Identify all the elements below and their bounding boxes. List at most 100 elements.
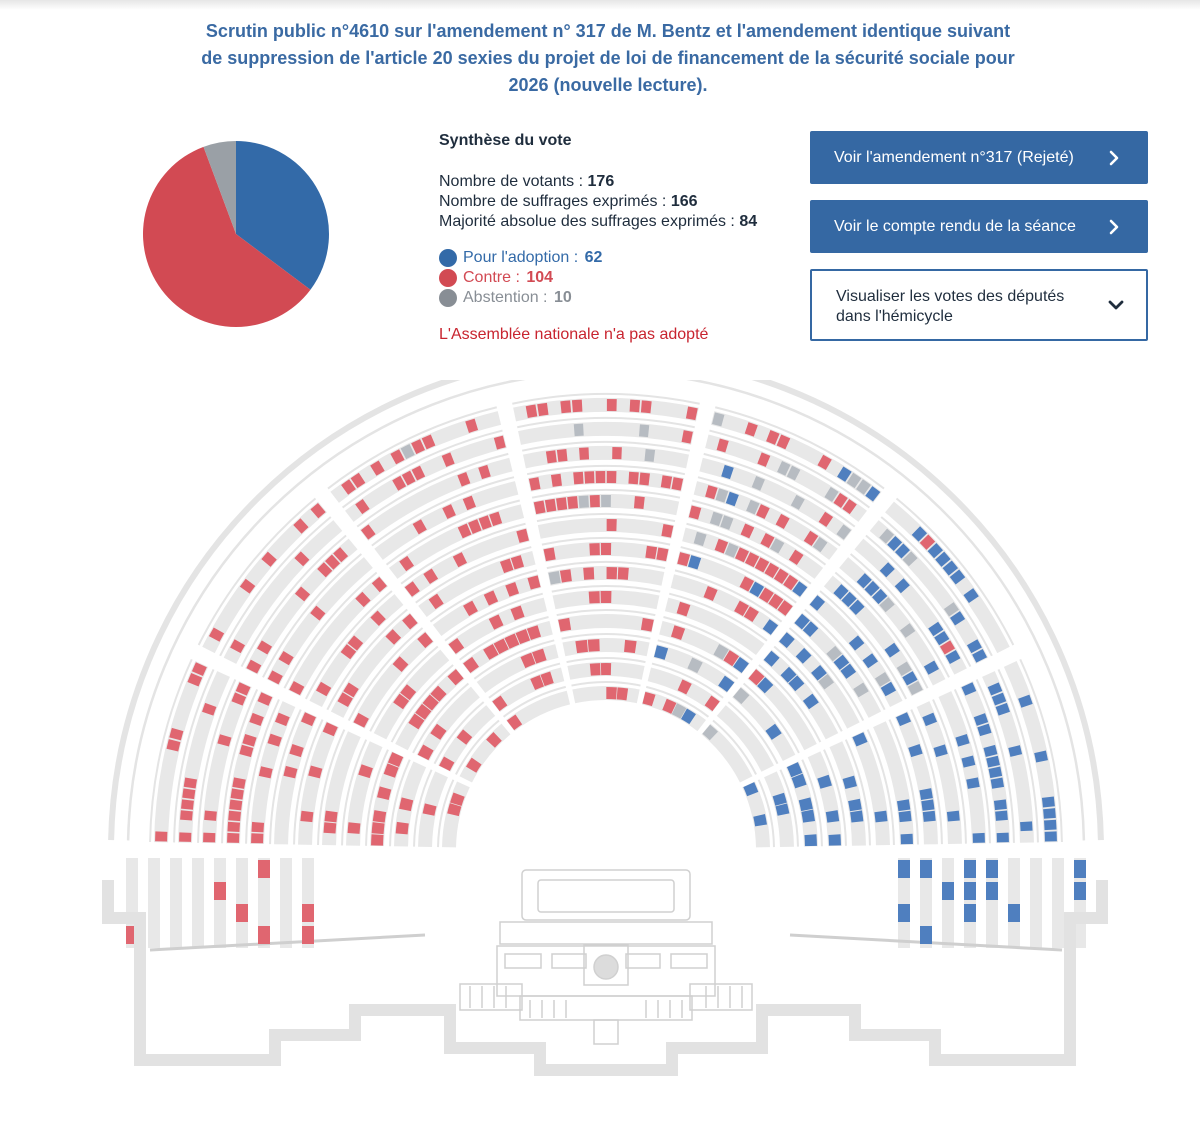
seat bbox=[617, 567, 629, 580]
seat bbox=[239, 578, 256, 594]
seat bbox=[922, 712, 938, 727]
row-rail bbox=[304, 590, 393, 700]
seat bbox=[371, 834, 384, 846]
seat bbox=[383, 763, 399, 778]
seat bbox=[559, 569, 572, 583]
seat bbox=[894, 578, 910, 594]
voir-amendement-button[interactable]: Voir l'amendement n°317 (Rejeté) bbox=[810, 131, 1148, 184]
row-rail bbox=[444, 592, 543, 642]
seat bbox=[239, 744, 254, 758]
seat bbox=[1044, 819, 1057, 831]
side-bench bbox=[214, 858, 226, 948]
row-rail bbox=[556, 609, 656, 617]
seat bbox=[430, 723, 447, 740]
row-rail bbox=[433, 701, 485, 765]
seat bbox=[525, 404, 538, 419]
row-rail bbox=[834, 571, 929, 689]
votants-value: 176 bbox=[587, 173, 615, 190]
seat bbox=[966, 777, 980, 789]
seat bbox=[749, 581, 765, 598]
seat-row bbox=[742, 781, 770, 848]
seat bbox=[370, 610, 386, 626]
seat-row bbox=[250, 701, 296, 845]
row-rail bbox=[779, 769, 799, 847]
row-rail bbox=[758, 664, 822, 743]
seat bbox=[181, 799, 194, 810]
seat bbox=[995, 702, 1010, 716]
majorite-line: Majorité absolue des suffrages exprimés … bbox=[439, 212, 799, 232]
seat bbox=[902, 551, 918, 567]
seat bbox=[850, 810, 864, 823]
seat bbox=[267, 670, 283, 685]
seat bbox=[715, 488, 729, 503]
seat bbox=[740, 523, 755, 539]
seat-row bbox=[572, 686, 640, 704]
seat-row bbox=[547, 566, 665, 586]
seat bbox=[780, 666, 797, 683]
seat bbox=[417, 744, 434, 761]
seat bbox=[579, 447, 590, 460]
seat bbox=[506, 714, 523, 731]
seat bbox=[600, 663, 612, 676]
seat bbox=[790, 494, 805, 510]
seat bbox=[499, 558, 514, 574]
seat bbox=[400, 444, 415, 460]
seat bbox=[606, 471, 617, 484]
seat bbox=[558, 617, 572, 632]
seat bbox=[371, 822, 385, 835]
seat bbox=[638, 424, 650, 438]
seat bbox=[606, 687, 617, 700]
seat bbox=[973, 713, 989, 726]
hemicycle-dropdown-toggle[interactable]: Visualiser les votes des députés dans l'… bbox=[810, 269, 1148, 341]
seat bbox=[934, 630, 950, 646]
row-rail bbox=[880, 516, 993, 657]
seat bbox=[660, 475, 673, 489]
row-rail bbox=[473, 639, 555, 680]
seat bbox=[442, 504, 456, 520]
seat bbox=[987, 682, 1003, 696]
seat bbox=[842, 775, 857, 790]
seat bbox=[709, 511, 723, 527]
seat-row bbox=[518, 422, 694, 445]
seat bbox=[230, 788, 244, 800]
seat bbox=[457, 523, 472, 539]
seat bbox=[846, 472, 862, 489]
seat bbox=[812, 536, 828, 553]
row-rail bbox=[221, 689, 259, 844]
seat bbox=[462, 495, 476, 511]
seat bbox=[880, 681, 897, 697]
side-bench bbox=[1030, 858, 1042, 948]
seat bbox=[945, 649, 961, 664]
seat bbox=[227, 821, 241, 833]
seat bbox=[629, 399, 641, 413]
seat-row bbox=[938, 691, 986, 844]
seat bbox=[392, 656, 409, 673]
row-rail bbox=[326, 608, 408, 711]
seat bbox=[232, 777, 246, 789]
seat bbox=[624, 639, 637, 654]
seat bbox=[166, 739, 181, 752]
legend-abstention: Abstention : 10 bbox=[439, 288, 799, 308]
seat bbox=[986, 755, 1000, 768]
row-rail bbox=[356, 452, 509, 528]
row-rail bbox=[536, 513, 676, 523]
seat bbox=[685, 406, 698, 421]
seat bbox=[483, 644, 499, 660]
seat bbox=[256, 640, 273, 655]
row-rail bbox=[804, 608, 886, 711]
hemicycle-seat-map bbox=[102, 380, 1108, 1076]
row-rail bbox=[240, 534, 347, 668]
seat bbox=[341, 479, 356, 495]
seat-row bbox=[916, 701, 962, 845]
voir-compte-rendu-button[interactable]: Voir le compte rendu de la séance bbox=[810, 200, 1148, 253]
seat-row bbox=[416, 686, 480, 761]
seat bbox=[324, 810, 338, 823]
seat bbox=[833, 492, 848, 508]
row-rail bbox=[219, 516, 332, 657]
seat bbox=[833, 584, 849, 600]
seat bbox=[713, 644, 729, 660]
row-rail bbox=[283, 571, 378, 689]
seat bbox=[922, 810, 936, 822]
seat bbox=[283, 765, 298, 779]
seat-row bbox=[513, 398, 699, 422]
